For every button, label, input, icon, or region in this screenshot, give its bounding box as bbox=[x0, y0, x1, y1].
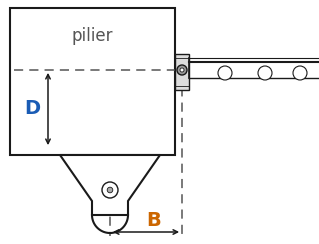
Bar bbox=[10, 8, 175, 155]
Text: D: D bbox=[24, 100, 40, 119]
Polygon shape bbox=[60, 155, 160, 215]
Circle shape bbox=[107, 187, 113, 193]
Circle shape bbox=[102, 182, 118, 198]
Circle shape bbox=[293, 66, 307, 80]
Circle shape bbox=[180, 68, 184, 72]
Bar bbox=[175, 54, 189, 90]
Text: pilier: pilier bbox=[72, 27, 113, 45]
Circle shape bbox=[258, 66, 272, 80]
Text: B: B bbox=[147, 211, 161, 230]
Circle shape bbox=[218, 66, 232, 80]
Circle shape bbox=[177, 65, 187, 75]
